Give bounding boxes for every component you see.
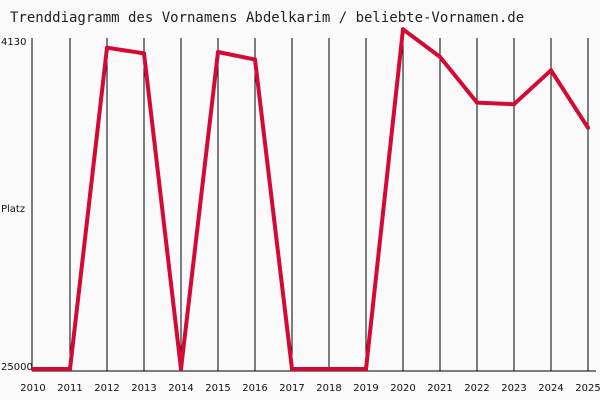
data-point-2013 [142,51,146,56]
x-tick-label-2014: 2014 [168,383,193,394]
x-tick-label-2021: 2021 [427,383,452,394]
series-points [31,27,590,371]
data-point-2019 [364,367,368,371]
x-tick-label-2024: 2024 [538,383,563,394]
x-tick-label-2015: 2015 [205,383,230,394]
data-point-2024 [549,68,553,73]
chart-title: Trenddiagramm des Vornamens Abdelkarim /… [10,10,524,26]
data-point-2010 [31,367,35,371]
data-point-2016 [253,57,257,62]
x-tick-label-2011: 2011 [57,383,82,394]
y-tick-label-bottom: 25000 [1,362,33,373]
data-point-2022 [475,100,479,105]
data-point-2014 [179,367,183,371]
x-tick-label-2020: 2020 [390,383,415,394]
x-tick-label-2013: 2013 [131,383,156,394]
y-axis-label: Platz [1,204,25,215]
series-line [33,27,590,371]
data-point-2020 [401,27,405,32]
data-point-2023 [512,102,516,107]
x-tick-label-2018: 2018 [316,383,341,394]
data-point-2018 [327,367,331,371]
x-tick-label-2010: 2010 [20,383,45,394]
data-point-2017 [290,367,294,371]
x-tick-label-2022: 2022 [464,383,489,394]
vertical-grid [69,38,589,371]
x-tick-label-2016: 2016 [242,383,267,394]
y-tick-label-top: 4130 [1,37,26,48]
x-tick-label-2023: 2023 [501,383,526,394]
x-tick-label-2025: 2025 [575,383,600,394]
data-point-2025 [586,125,590,130]
data-point-2015 [216,50,220,54]
data-point-2021 [438,54,442,59]
x-tick-label-2017: 2017 [279,383,304,394]
data-point-2011 [68,367,72,371]
data-point-2012 [105,45,109,50]
x-tick-label-2012: 2012 [94,383,119,394]
x-tick-labels: 2010 2011 2012 2013 2014 2015 2016 2017 2018 2019… [20,383,600,394]
x-tick-label-2019: 2019 [353,383,378,394]
